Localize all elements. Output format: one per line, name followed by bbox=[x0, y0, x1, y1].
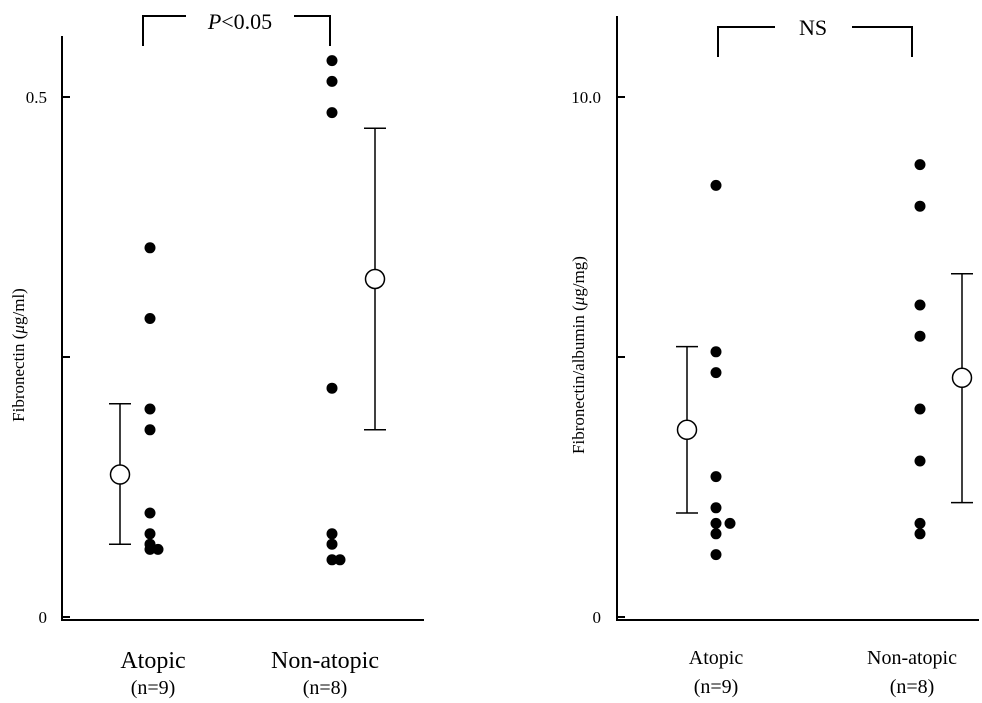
data-point bbox=[144, 403, 156, 415]
data-point bbox=[710, 346, 722, 358]
significance-bracket-right bbox=[294, 15, 331, 46]
significance-bracket-left bbox=[717, 26, 775, 57]
data-point bbox=[326, 55, 338, 67]
data-point bbox=[144, 543, 156, 555]
mean-marker bbox=[676, 419, 698, 441]
data-point bbox=[914, 200, 926, 212]
x-category-n-label: (n=9) bbox=[694, 676, 739, 698]
data-point bbox=[724, 517, 736, 529]
x-category-n-label: (n=8) bbox=[890, 676, 935, 698]
data-point bbox=[710, 179, 722, 191]
data-point bbox=[710, 549, 722, 561]
y-tick-label: 0 bbox=[39, 608, 48, 627]
x-category-n-label: (n=8) bbox=[303, 677, 348, 699]
data-point bbox=[914, 403, 926, 415]
significance-label-italic: P bbox=[207, 9, 221, 34]
data-point bbox=[326, 538, 338, 550]
data-point bbox=[326, 107, 338, 119]
data-point bbox=[914, 528, 926, 540]
data-point bbox=[326, 75, 338, 87]
significance-bracket-right bbox=[852, 26, 913, 57]
mean-marker bbox=[364, 268, 386, 290]
data-point bbox=[326, 382, 338, 394]
data-point bbox=[914, 159, 926, 171]
y-axis-title-mu: μ bbox=[9, 325, 28, 335]
mean-marker bbox=[951, 367, 973, 389]
significance-bracket-left bbox=[142, 15, 186, 46]
data-point bbox=[326, 528, 338, 540]
y-axis-title: Fibronectin/albumin (μg/mg) bbox=[569, 256, 588, 454]
significance-label: P<0.05 bbox=[207, 9, 272, 34]
x-category-label: Non-atopic bbox=[271, 648, 379, 674]
data-point bbox=[914, 330, 926, 342]
data-point bbox=[710, 367, 722, 379]
data-point bbox=[144, 528, 156, 540]
data-point bbox=[914, 455, 926, 467]
mean-marker bbox=[109, 464, 131, 485]
x-category-n-label: (n=9) bbox=[131, 677, 176, 699]
significance-label-text: <0.05 bbox=[221, 9, 272, 34]
y-tick-label: 10.0 bbox=[571, 88, 601, 107]
y-axis-title-main: Fibronectin/albumin ( bbox=[569, 305, 588, 454]
y-axis-title: Fibronectin (μg/ml) bbox=[9, 288, 28, 422]
data-point bbox=[710, 528, 722, 540]
data-point bbox=[710, 471, 722, 483]
x-category-label: Atopic bbox=[120, 648, 185, 674]
x-category-label: Atopic bbox=[689, 647, 744, 669]
x-category-label: Non-atopic bbox=[867, 647, 957, 669]
significance-label-text: NS bbox=[799, 15, 827, 40]
data-point bbox=[144, 507, 156, 519]
y-axis-title-mu: μ bbox=[569, 297, 588, 307]
chart-panel-1: 0 0.5 Fibronectin (μg/ml) Atopic (n=9) Non-at… bbox=[9, 9, 424, 699]
y-tick-label: 0 bbox=[593, 608, 602, 627]
data-point bbox=[710, 517, 722, 529]
y-tick-label: 0.5 bbox=[26, 88, 47, 107]
data-point bbox=[334, 554, 346, 566]
significance-label: NS bbox=[799, 15, 827, 40]
y-axis-title-unit: g/ml) bbox=[9, 288, 28, 325]
data-point bbox=[326, 554, 338, 566]
y-axis-title-main: Fibronectin ( bbox=[9, 333, 28, 422]
data-point bbox=[914, 299, 926, 311]
data-point bbox=[144, 313, 156, 325]
data-point bbox=[152, 543, 164, 555]
data-point bbox=[144, 424, 156, 436]
chart-panel-2: 0 10.0 Fibronectin/albumin (μg/mg) Atopic (n… bbox=[569, 15, 979, 698]
data-point bbox=[914, 517, 926, 529]
data-point bbox=[144, 242, 156, 254]
y-axis-title-unit: g/mg) bbox=[569, 256, 588, 297]
data-point bbox=[710, 502, 722, 514]
